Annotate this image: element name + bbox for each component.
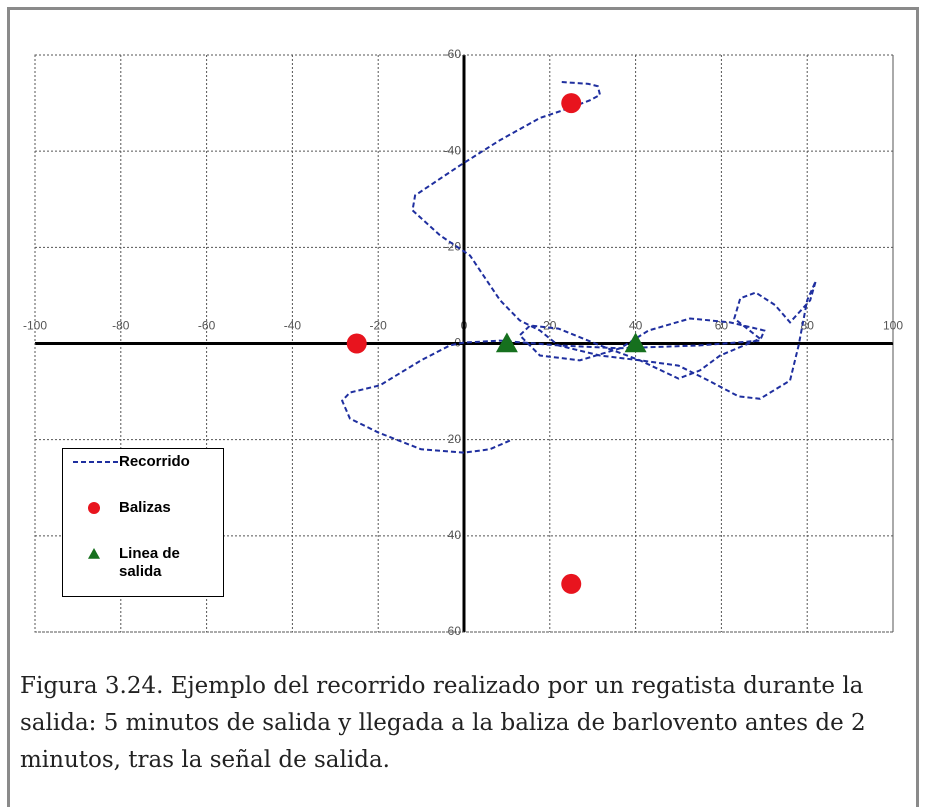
frame [7, 7, 919, 807]
legend-icon [73, 461, 119, 463]
track-line [340, 80, 817, 454]
legend-icon [88, 502, 100, 514]
plot-border [34, 54, 894, 633]
x-tick-label: -40 [284, 319, 302, 333]
x-tick-label: 40 [629, 319, 643, 333]
legend: Recorrido Balizas Linea de salida [62, 448, 224, 597]
legend-label: Balizas [119, 499, 171, 516]
point [346, 333, 367, 354]
point [495, 332, 518, 353]
point [561, 573, 582, 594]
x-tick-label: -80 [112, 319, 130, 333]
legend-entry: Balizas [73, 499, 209, 517]
x-tick-label: -60 [198, 319, 216, 333]
legend-entry: Recorrido [73, 453, 209, 471]
legend-entry: Linea de salida [73, 545, 209, 581]
legend-label: Linea de salida [119, 545, 180, 580]
legend-label: Recorrido [119, 453, 190, 470]
point [624, 332, 647, 353]
legend-icon [88, 548, 100, 559]
x-tick-label: 20 [543, 319, 557, 333]
point [88, 502, 100, 514]
caption: Figura 3.24. Ejemplo del recorrido reali… [20, 673, 866, 773]
y-tick-label: 20 [448, 432, 462, 446]
point [88, 548, 100, 559]
y-tick-label: 60 [448, 624, 462, 638]
x-tick-label: -20 [370, 319, 388, 333]
chart: -100-80-60-40-20020406080100-60-40-20020… [23, 47, 903, 638]
y-tick-label: 40 [448, 528, 462, 542]
y-tick-label: -60 [444, 47, 462, 61]
point [561, 93, 582, 114]
x-tick-label: -100 [23, 319, 47, 333]
y-tick-label: -40 [444, 143, 462, 157]
y-tick-label: -20 [444, 240, 462, 254]
